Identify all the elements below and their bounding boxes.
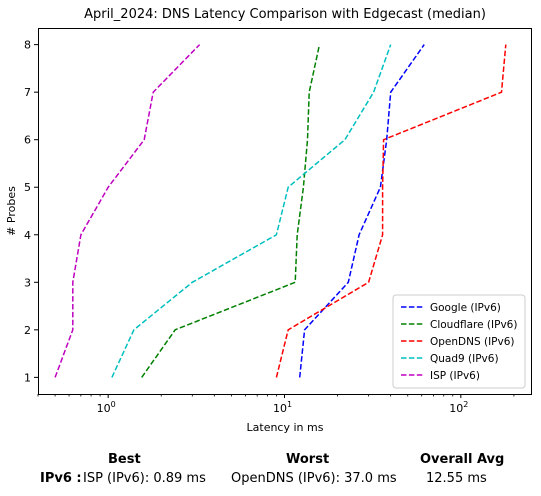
- x-tick-label: 102: [449, 400, 468, 415]
- worst-value: OpenDNS (IPv6): 37.0 ms: [231, 471, 397, 486]
- chart-title: April_2024: DNS Latency Comparison with …: [84, 7, 486, 22]
- series-line-4: [54, 44, 201, 378]
- legend-label: ISP (IPv6): [430, 370, 480, 382]
- legend-box: [392, 294, 526, 389]
- x-axis-label: Latency in ms: [247, 421, 324, 434]
- plot-lines: [54, 44, 507, 378]
- y-tick-label: 3: [24, 276, 31, 289]
- best-header: Best: [108, 452, 141, 467]
- y-axis-label: # Probes: [5, 186, 18, 236]
- overall-avg-value: 12.55 ms: [426, 471, 487, 486]
- legend-label: Quad9 (IPv6): [430, 353, 499, 365]
- y-tick-label: 2: [24, 324, 31, 337]
- legend-label: Cloudflare (IPv6): [430, 319, 517, 331]
- x-tick-label: 101: [273, 400, 292, 415]
- worst-header: Worst: [286, 452, 330, 467]
- ipv6-row-label: IPv6 :: [40, 471, 82, 486]
- legend-label: OpenDNS (IPv6): [430, 336, 515, 348]
- overall-avg-header: Overall Avg: [420, 452, 505, 467]
- y-tick-label: 1: [24, 371, 31, 384]
- legend-label: Google (IPv6): [430, 302, 501, 314]
- legend: Google (IPv6) Cloudflare (IPv6) OpenDNS (I…: [392, 294, 526, 389]
- x-tick-label: 100: [97, 400, 116, 415]
- series-line-2: [275, 44, 507, 378]
- series-line-1: [141, 44, 321, 378]
- series-line-3: [111, 44, 392, 378]
- y-tick-label: 6: [24, 134, 31, 147]
- y-tick-label: 5: [24, 181, 31, 194]
- y-tick-label: 4: [24, 229, 31, 242]
- y-tick-label: 7: [24, 86, 31, 99]
- series-line-0: [298, 44, 425, 378]
- latency-chart: April_2024: DNS Latency Comparison with …: [5, 7, 532, 434]
- best-value: ISP (IPv6): 0.89 ms: [83, 471, 206, 486]
- y-tick-label: 8: [24, 39, 31, 52]
